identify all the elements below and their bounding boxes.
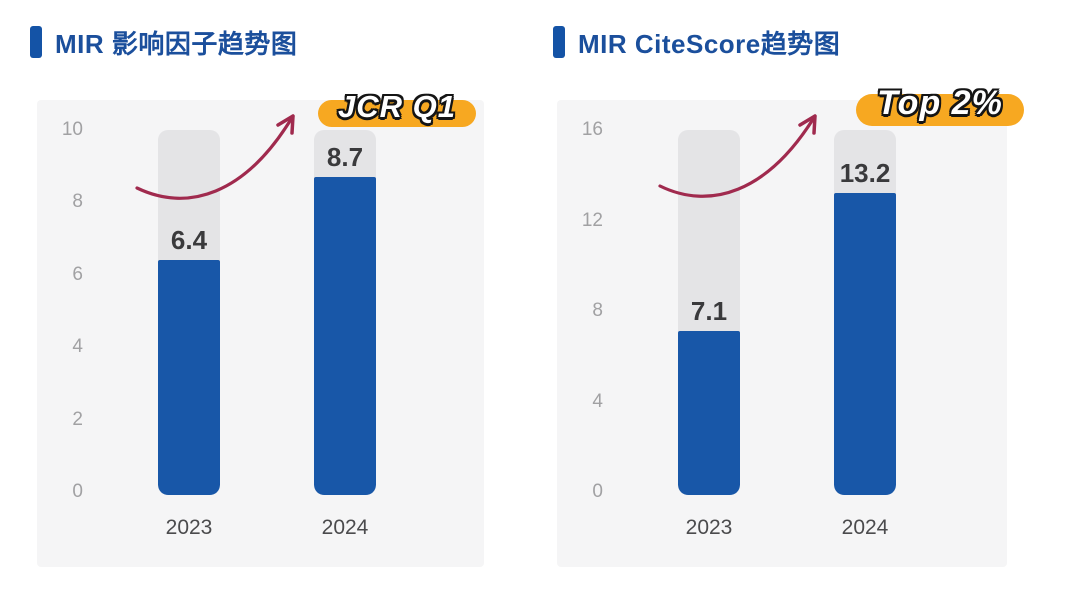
y-tick-label: 6: [72, 263, 83, 285]
chart-title-row: MIR CiteScore趋势图: [553, 22, 840, 62]
bar-fill: [314, 177, 376, 495]
bar-track: [834, 130, 896, 495]
chart-panel-citescore: MIR CiteScore趋势图 16 12 8 4 0 7.1 2023 13.2 2024 …: [553, 22, 1024, 567]
y-tick-label: 2: [72, 408, 83, 430]
bar-fill: [158, 260, 220, 495]
y-tick-label: 12: [581, 209, 603, 231]
chart-title: MIR 影响因子趋势图: [55, 28, 298, 59]
x-axis-label: 2024: [841, 516, 889, 539]
badge-label: Top 2%: [877, 83, 1003, 122]
x-axis-label: 2023: [165, 516, 213, 539]
chart-title-row: MIR 影响因子趋势图: [30, 22, 297, 62]
y-tick-label: 10: [61, 119, 83, 140]
chart-panel-impact-factor: MIR 影响因子趋势图 10 8 6 4 2 0 6.4 2023 8.7 2024 JCR Q1: [30, 22, 484, 567]
x-axis-label: 2023: [685, 516, 733, 539]
achievement-badge: Top 2%: [856, 84, 1024, 126]
bar-track: [314, 130, 376, 495]
bar-value-label: 6.4: [170, 225, 208, 256]
chart-card: 16 12 8 4 0 7.1 2023 13.2 2024 Top 2%: [557, 84, 1024, 567]
bar-value-label: 7.1: [690, 296, 728, 327]
y-tick-label: 4: [592, 390, 603, 412]
bar-value-label: 13.2: [839, 158, 891, 189]
x-axis-label: 2024: [321, 516, 369, 539]
title-marker-icon: [553, 26, 565, 58]
bar-plot: 16 12 8 4 0 7.1 2023 13.2 2024: [557, 100, 1007, 567]
chart-title: MIR CiteScore趋势图: [578, 28, 841, 59]
y-tick-label: 0: [72, 481, 83, 502]
y-tick-label: 16: [581, 119, 603, 140]
bar-fill: [834, 193, 896, 495]
y-tick-label: 8: [72, 191, 83, 213]
chart-card: 10 8 6 4 2 0 6.4 2023 8.7 2024 JCR Q1: [37, 89, 484, 567]
bar-track: [158, 130, 220, 495]
bar-fill: [678, 331, 740, 495]
badge-label: JCR Q1: [338, 88, 456, 124]
achievement-badge: JCR Q1: [318, 89, 476, 127]
y-tick-label: 4: [72, 336, 83, 358]
bar-plot: 10 8 6 4 2 0 6.4 2023 8.7 2024: [37, 100, 484, 567]
y-tick-label: 0: [592, 481, 603, 502]
title-marker-icon: [30, 26, 42, 58]
y-tick-label: 8: [592, 300, 603, 321]
bar-value-label: 8.7: [326, 142, 364, 173]
